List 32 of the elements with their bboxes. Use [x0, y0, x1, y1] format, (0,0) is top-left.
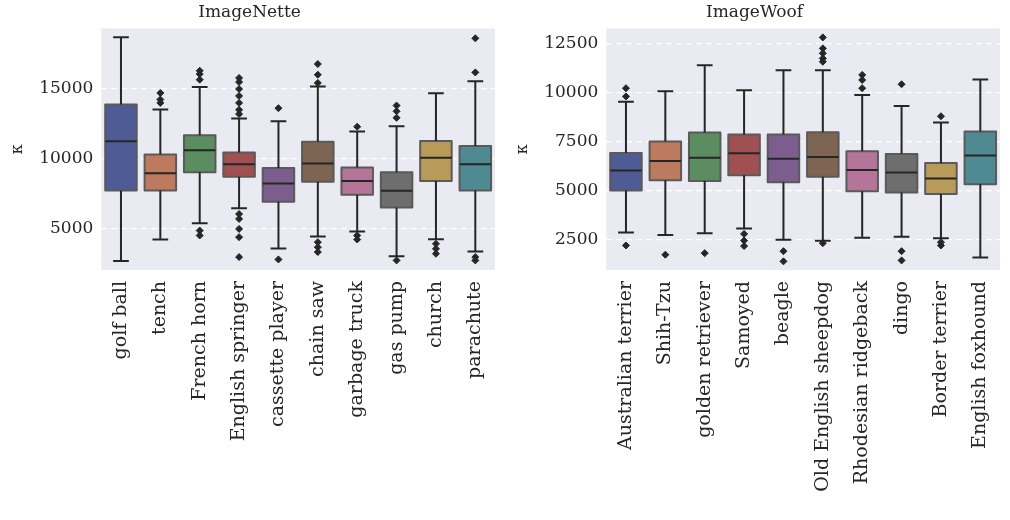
- y-tick-label: 2500: [555, 227, 599, 248]
- chart-title: ImageNette: [198, 0, 301, 21]
- x-tick-label: garbage truck: [344, 280, 367, 418]
- x-tick-label: church: [422, 281, 445, 349]
- chart-title: ImageWoof: [706, 0, 805, 21]
- x-tick-label: gas pump: [383, 281, 406, 375]
- x-tick-label: dingo: [888, 281, 911, 336]
- x-tick-label: Rhodesian ridgeback: [849, 280, 872, 485]
- y-tick-label: 10000: [39, 147, 94, 168]
- x-tick-label: Samoyed: [731, 281, 754, 369]
- y-tick-label: 12500: [544, 31, 599, 52]
- x-tick-label: English springer: [226, 280, 249, 442]
- y-tick-label: 10000: [544, 80, 599, 101]
- y-axis-title: κ: [511, 144, 531, 155]
- x-tick-label: cassette player: [265, 280, 288, 427]
- x-tick-label: golf ball: [107, 281, 130, 360]
- y-tick-label: 15000: [39, 77, 94, 98]
- x-tick-label: French horn: [186, 281, 209, 401]
- x-tick-label: English foxhound: [967, 281, 990, 449]
- x-tick-label: tench: [147, 281, 170, 335]
- y-tick-label: 7500: [555, 129, 599, 150]
- y-axis-title: κ: [6, 144, 26, 155]
- x-tick-label: Australian terrier: [612, 280, 635, 451]
- x-tick-label: parachute: [462, 281, 485, 379]
- y-tick-label: 5000: [555, 178, 599, 199]
- x-tick-label: Old English sheepdog: [809, 281, 832, 492]
- y-tick-label: 5000: [50, 216, 94, 237]
- x-tick-label: Shih-Tzu: [652, 281, 675, 366]
- x-tick-label: Border terrier: [927, 280, 950, 418]
- x-tick-label: chain saw: [304, 280, 327, 377]
- x-tick-label: beagle: [770, 281, 793, 346]
- x-tick-label: golden retriever: [691, 280, 714, 438]
